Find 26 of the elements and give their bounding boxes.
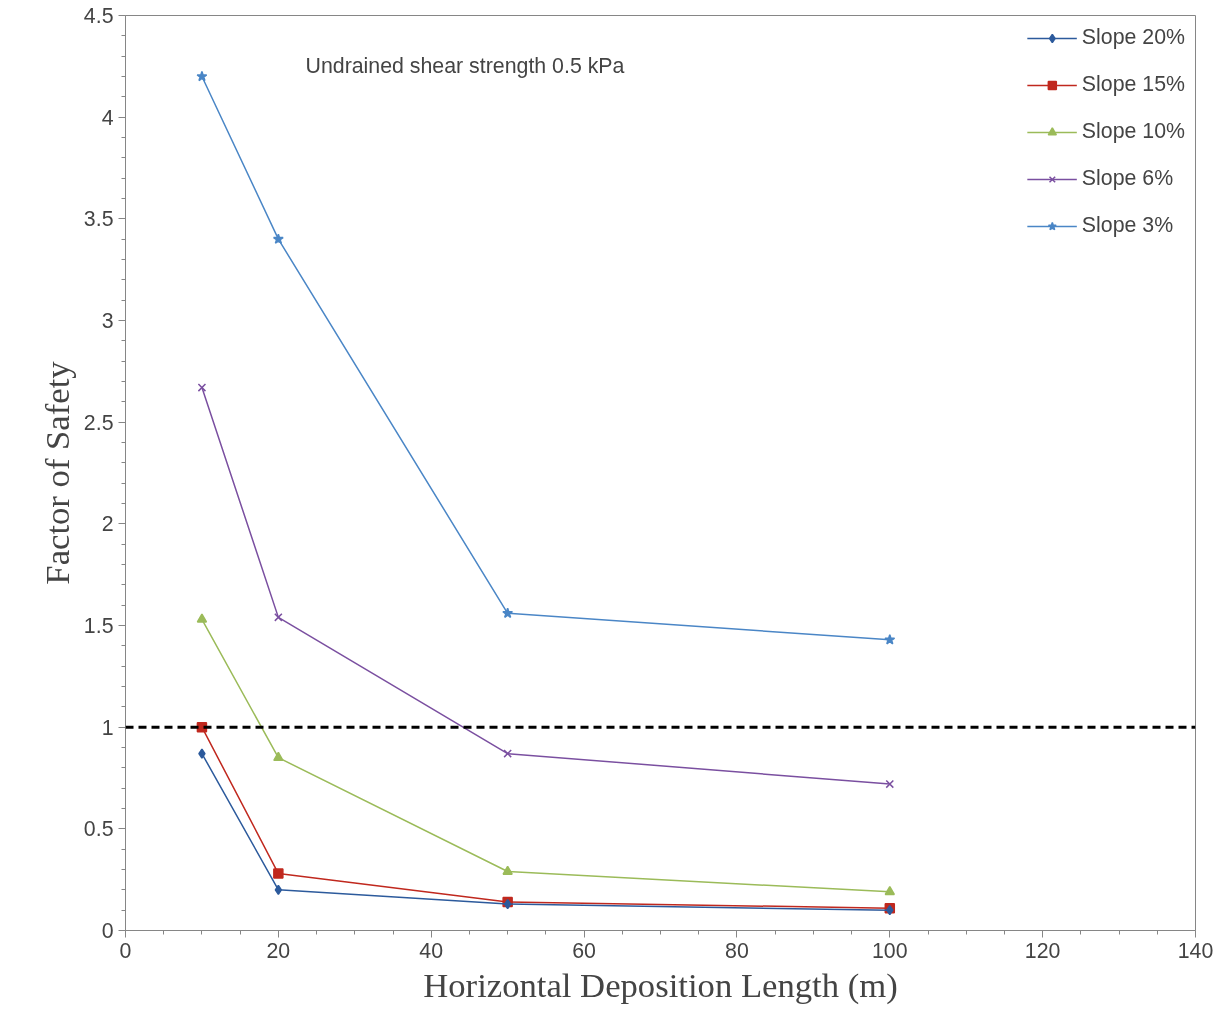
y-tick-label: 2 <box>101 512 114 537</box>
annotation: Undrained shear strength 0.5 kPa <box>305 53 625 78</box>
y-tick-label: 0 <box>101 919 114 943</box>
legend-label: Slope 15% <box>1081 72 1185 97</box>
x-axis-title: Horizontal Deposition Length (m) <box>423 965 898 1005</box>
y-tick-label: 4.5 <box>83 4 114 28</box>
y-tick-label: 2.5 <box>83 410 114 435</box>
x-tick-label: 100 <box>871 938 908 963</box>
y-tick-label: 1 <box>101 715 114 740</box>
y-tick-label: 3 <box>101 309 114 333</box>
x-tick-label: 120 <box>1024 938 1061 963</box>
y-tick-label: 3.5 <box>83 207 114 232</box>
y-tick-label: 0.5 <box>83 817 114 842</box>
x-tick-label: 60 <box>572 938 597 963</box>
legend-label: Slope 6% <box>1081 166 1174 191</box>
x-tick-label: 40 <box>419 938 444 963</box>
x-tick-label: 140 <box>1177 938 1214 963</box>
legend-label: Slope 3% <box>1081 213 1174 238</box>
legend-label: Slope 10% <box>1081 119 1185 144</box>
y-tick-label: 1.5 <box>83 614 114 638</box>
x-tick-label: 0 <box>119 938 132 963</box>
x-tick-label: 80 <box>725 938 749 963</box>
x-tick-label: 20 <box>266 938 291 963</box>
legend-label: Slope 20% <box>1081 25 1185 50</box>
y-axis-title: Factor of Safety <box>37 360 76 585</box>
y-tick-label: 4 <box>101 105 114 130</box>
